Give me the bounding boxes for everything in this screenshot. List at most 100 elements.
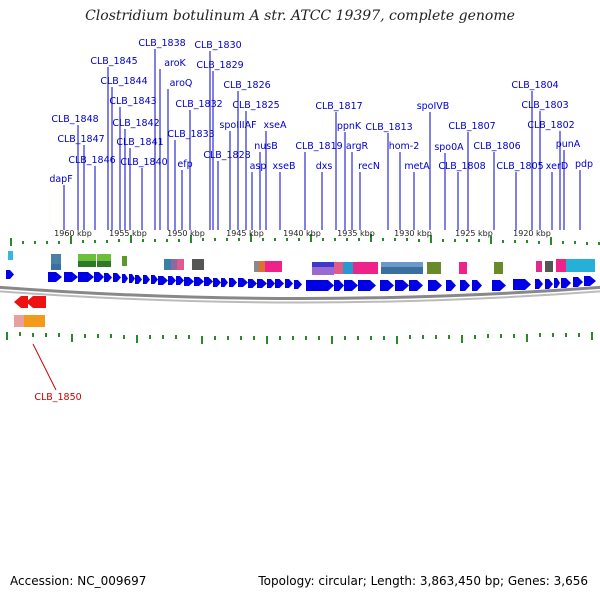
feature-block: [353, 262, 357, 274]
scale-label: 1925 kbp: [455, 229, 493, 238]
gene-label: hom-2: [389, 141, 420, 152]
feature-block: [343, 262, 353, 274]
tick-mark: [514, 240, 516, 243]
tick-mark: [430, 235, 432, 243]
feature-block: [164, 259, 171, 270]
reverse-gene-arrow: [14, 296, 28, 308]
tick-mark: [565, 333, 567, 337]
gene-arrow: [584, 276, 596, 286]
gene-arrow: [344, 280, 358, 291]
tick-mark: [226, 238, 228, 241]
reverse-gene-arrow: [26, 296, 46, 308]
gene-label: dapF: [49, 174, 72, 185]
scale-label: 1940 kbp: [283, 229, 321, 238]
gene-label: CLB_1826: [223, 80, 270, 91]
tick-mark: [142, 239, 144, 242]
gene-label: spoIIIAF: [219, 120, 256, 131]
feature-block: [14, 315, 24, 327]
tick-mark: [435, 335, 437, 339]
feature-block: [312, 267, 334, 275]
gene-arrow: [213, 278, 221, 287]
scale-label: 1950 kbp: [167, 229, 205, 238]
tick-mark: [82, 240, 84, 243]
gene-arrow: [492, 280, 506, 291]
tick-mark: [370, 336, 372, 340]
gene-label: CLB_1804: [511, 80, 558, 91]
tick-mark: [106, 240, 108, 243]
feature-block: [192, 259, 204, 270]
gene-label: CLB_1846: [68, 155, 115, 166]
feature-blocks: [8, 251, 595, 275]
gene-label: nusB: [254, 141, 278, 152]
gene-label: CLB_1840: [120, 157, 167, 168]
scale-label: 1930 kbp: [394, 229, 432, 238]
tick-mark: [250, 234, 252, 242]
tick-mark: [94, 240, 96, 243]
tick-mark: [487, 334, 489, 338]
gene-arrow: [380, 280, 394, 291]
gene-label: spo0A: [434, 142, 464, 153]
gene-arrow: [238, 278, 248, 287]
tick-mark: [474, 335, 476, 339]
feature-block: [459, 262, 467, 274]
tick-mark: [382, 238, 384, 241]
feature-block: [545, 261, 553, 272]
tick-mark: [70, 236, 72, 244]
gene-label: CLB_1841: [116, 137, 163, 148]
gene-arrow: [168, 276, 176, 285]
feature-block: [8, 251, 13, 260]
gene-arrow: [78, 272, 94, 282]
gene-label: CLB_1845: [90, 56, 137, 67]
gene-arrow: [221, 278, 228, 287]
tick-mark: [32, 333, 34, 337]
feature-block: [259, 261, 265, 272]
gene-label: CLB_1803: [521, 100, 568, 111]
gene-label: asp: [250, 161, 267, 172]
gene-label: xseB: [273, 161, 296, 172]
feature-block: [51, 264, 61, 270]
tick-mark: [513, 334, 515, 338]
tick-mark: [478, 239, 480, 242]
tick-mark: [123, 335, 125, 339]
gene-arrow: [358, 280, 376, 291]
gene-label: CLB_1807: [448, 121, 495, 132]
tick-mark: [500, 334, 502, 338]
tick-mark: [466, 239, 468, 242]
tick-mark: [58, 241, 60, 244]
tick-mark: [586, 242, 588, 245]
tick-mark: [526, 240, 528, 243]
gene-arrow: [395, 280, 409, 291]
tick-mark: [305, 336, 307, 340]
tick-mark: [34, 241, 36, 244]
gene-arrow: [113, 273, 121, 282]
tick-mark: [344, 336, 346, 340]
feature-block: [381, 262, 423, 267]
tick-mark: [574, 241, 576, 244]
scale-label: 1935 kbp: [337, 229, 375, 238]
tick-mark: [539, 333, 541, 337]
tick-mark: [136, 335, 138, 343]
gene-arrow: [285, 279, 293, 288]
tick-mark: [526, 334, 528, 342]
gene-arrow: [460, 280, 470, 291]
tick-mark: [201, 336, 203, 344]
tick-mark: [46, 241, 48, 244]
gene-label: CLB_1813: [365, 122, 412, 133]
tick-mark: [422, 335, 424, 339]
feature-block: [265, 261, 282, 272]
gene-arrow: [472, 280, 482, 291]
tick-mark: [358, 238, 360, 241]
gene-label: spoIVB: [417, 101, 450, 112]
gene-arrow: [104, 273, 112, 282]
tick-mark: [238, 238, 240, 241]
gene-label: aroQ: [170, 78, 193, 89]
gene-arrow: [94, 272, 104, 282]
gene-arrow: [176, 276, 184, 285]
tick-mark: [298, 238, 300, 241]
gene-arrow: [248, 279, 257, 288]
gene-label: ppnK: [337, 121, 362, 132]
gene-label: CLB_1829: [196, 60, 243, 71]
tick-mark: [394, 238, 396, 241]
gene-arrow: [129, 274, 135, 283]
